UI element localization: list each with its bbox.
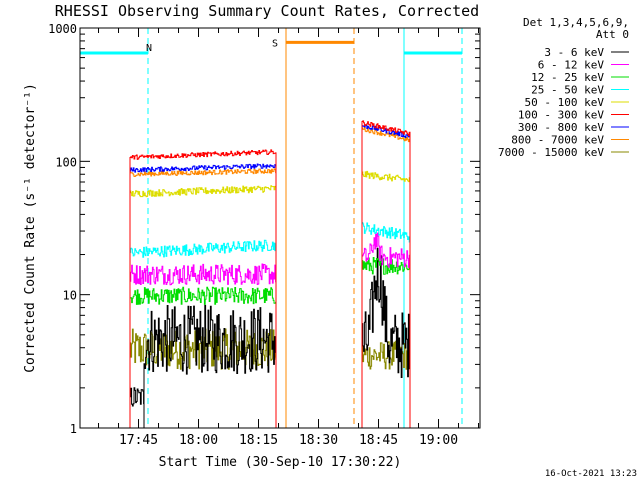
series-line [361, 247, 411, 428]
series-line [361, 340, 411, 428]
series-line [129, 239, 277, 428]
data-series [129, 120, 411, 428]
y-tick-label: 100 [55, 155, 77, 169]
series-line [129, 387, 145, 428]
x-tick-label: 18:45 [359, 433, 398, 448]
legend-label: 7000 - 15000 keV [498, 146, 604, 159]
legend-label: 800 - 7000 keV [511, 134, 604, 147]
y-axis-label: Corrected Count Rate (s⁻¹ detector⁻¹) [23, 83, 38, 373]
series-line [143, 304, 277, 428]
legend-label: 100 - 300 keV [518, 109, 604, 122]
series-line [361, 232, 411, 428]
x-axis: 17:45 18:00 18:15 18:30 18:45 19:00 [98, 28, 480, 448]
series-line [129, 149, 277, 428]
legend-header: Att 0 [596, 28, 629, 41]
legend-label: 3 - 6 keV [544, 46, 604, 59]
y-tick-label: 1 [70, 422, 77, 436]
y-axis: 1 10 100 1000 [48, 22, 480, 436]
legend-label: 50 - 100 keV [525, 96, 605, 109]
legend-label: 12 - 25 keV [531, 71, 604, 84]
series-line [361, 222, 411, 428]
saa-label: S [272, 38, 278, 49]
x-tick-label: 19:00 [419, 433, 458, 448]
series-line [361, 120, 411, 428]
x-tick-label: 17:45 [119, 433, 158, 448]
legend-header: Det 1,3,4,5,6,9, [523, 16, 629, 29]
legend-label: 6 - 12 keV [538, 59, 605, 72]
y-tick-label: 1000 [48, 22, 77, 36]
plot-frame [79, 27, 481, 429]
series-line [361, 257, 411, 428]
x-tick-label: 18:00 [179, 433, 218, 448]
chart-title: RHESSI Observing Summary Count Rates, Co… [55, 2, 479, 20]
legend-label: 25 - 50 keV [531, 84, 604, 97]
night-label: N [146, 43, 152, 54]
generation-timestamp: 16-Oct-2021 13:23 [545, 469, 637, 479]
series-line [129, 286, 277, 428]
series-line [361, 124, 411, 428]
series-line [129, 185, 277, 428]
x-tick-label: 18:15 [239, 433, 278, 448]
series-line [361, 170, 411, 428]
series-line [129, 163, 277, 428]
legend-label: 300 - 800 keV [518, 121, 604, 134]
x-axis-label: Start Time (30-Sep-10 17:30:22) [159, 455, 402, 470]
series-line [129, 168, 277, 428]
series-line [129, 263, 277, 428]
x-tick-label: 18:30 [299, 433, 338, 448]
y-tick-label: 10 [63, 289, 77, 303]
